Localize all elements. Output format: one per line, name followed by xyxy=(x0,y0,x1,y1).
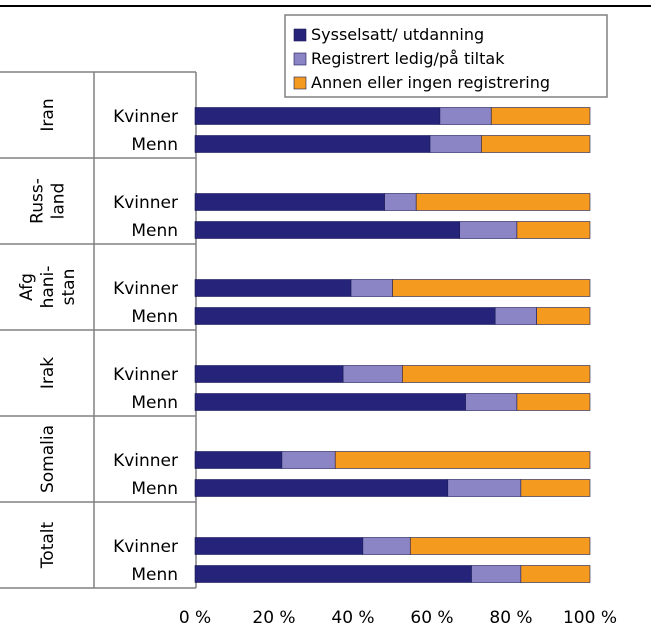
legend-swatch-registered-unemployed xyxy=(293,52,307,66)
row-label: Kvinner xyxy=(113,193,178,213)
legend: Sysselsatt/ utdanning Registrert ledig/på… xyxy=(284,14,608,98)
bar-segment-employed xyxy=(194,479,449,497)
group-label-line: Totalt xyxy=(38,521,58,569)
x-tick-label: 60 % xyxy=(410,608,453,628)
row-label: Menn xyxy=(131,307,178,327)
bar-segment-other xyxy=(536,307,591,325)
bar-segment-registered-unemployed xyxy=(384,193,417,211)
bar-segment-employed xyxy=(194,279,352,297)
x-tick-label: 40 % xyxy=(331,608,374,628)
bar-segment-registered-unemployed xyxy=(459,221,518,239)
legend-swatch-employed xyxy=(293,28,307,42)
group-label-line: Iran xyxy=(38,98,58,131)
x-axis-ticks: 0 % 20 % 40 % 60 % 80 % 100 % xyxy=(179,608,617,628)
bar-segment-employed xyxy=(194,565,472,583)
group-label: Russ-land xyxy=(28,178,69,224)
row-labels: Kvinner Menn Kvinner Menn Kvinner Menn Kvinner… xyxy=(113,107,178,585)
bar-segment-registered-unemployed xyxy=(429,135,482,153)
bar-segment-other xyxy=(490,107,591,125)
row-label: Kvinner xyxy=(113,537,178,557)
bar-segment-registered-unemployed xyxy=(439,107,492,125)
group-label: Somalia xyxy=(38,425,58,493)
row-label: Menn xyxy=(131,479,178,499)
bar-segment-other xyxy=(409,537,591,555)
legend-label: Registrert ledig/på tiltak xyxy=(311,49,505,68)
bar-segment-registered-unemployed xyxy=(281,451,336,469)
legend-label: Annen eller ingen registrering xyxy=(311,73,550,92)
row-label: Menn xyxy=(131,393,178,413)
group-label-line: hani- xyxy=(38,266,58,309)
row-label: Menn xyxy=(131,135,178,155)
row-label: Menn xyxy=(131,565,178,585)
bar-segment-other xyxy=(516,393,591,411)
group-label-line: land xyxy=(49,183,69,220)
group-labels: Iran Russ-land Afghani-stan Irak Somalia Tota… xyxy=(17,98,79,569)
group-label: Iran xyxy=(38,98,58,131)
bar-segment-other xyxy=(481,135,591,153)
bar-segment-employed xyxy=(194,537,364,555)
bar-segment-registered-unemployed xyxy=(471,565,522,583)
bar-segment-registered-unemployed xyxy=(494,307,537,325)
bar-segment-employed xyxy=(194,307,496,325)
x-tick-label: 80 % xyxy=(489,608,532,628)
bar-segment-registered-unemployed xyxy=(350,279,393,297)
x-tick-label: 20 % xyxy=(252,608,295,628)
bar-segment-other xyxy=(516,221,591,239)
group-label-line: stan xyxy=(59,269,79,306)
bar-segment-employed xyxy=(194,393,466,411)
bar-segment-employed xyxy=(194,451,283,469)
bar-segment-other xyxy=(520,479,591,497)
bar-segment-employed xyxy=(194,221,460,239)
x-tick-label: 100 % xyxy=(563,608,617,628)
row-label: Kvinner xyxy=(113,279,178,299)
bar-segment-registered-unemployed xyxy=(362,537,411,555)
x-tick-label: 0 % xyxy=(179,608,211,628)
bar-segment-employed xyxy=(194,135,431,153)
chart-frame xyxy=(0,71,197,589)
bar-segment-other xyxy=(392,279,591,297)
row-label: Kvinner xyxy=(113,107,178,127)
bar-segment-registered-unemployed xyxy=(465,393,518,411)
group-label: Irak xyxy=(38,357,58,389)
group-label: Afghani-stan xyxy=(17,266,79,309)
row-label: Menn xyxy=(131,221,178,241)
group-label-line: Irak xyxy=(38,357,58,389)
bar-segment-other xyxy=(334,451,591,469)
row-label: Kvinner xyxy=(113,451,178,471)
bar-segment-employed xyxy=(194,193,385,211)
group-label-line: Russ- xyxy=(28,178,48,224)
legend-box xyxy=(284,14,608,98)
legend-swatch-other xyxy=(293,76,307,90)
bar-segment-employed xyxy=(194,107,441,125)
bar-segment-other xyxy=(520,565,591,583)
row-label: Kvinner xyxy=(113,365,178,385)
bar-segment-other xyxy=(415,193,591,211)
bar-segment-registered-unemployed xyxy=(447,479,522,497)
bars-layer xyxy=(194,107,591,583)
bar-segment-employed xyxy=(194,365,344,383)
group-label-line: Afg xyxy=(17,273,37,301)
group-label-line: Somalia xyxy=(38,425,58,493)
bar-segment-other xyxy=(402,365,591,383)
bar-segment-registered-unemployed xyxy=(342,365,403,383)
group-label: Totalt xyxy=(38,521,58,569)
legend-label: Sysselsatt/ utdanning xyxy=(311,25,484,44)
